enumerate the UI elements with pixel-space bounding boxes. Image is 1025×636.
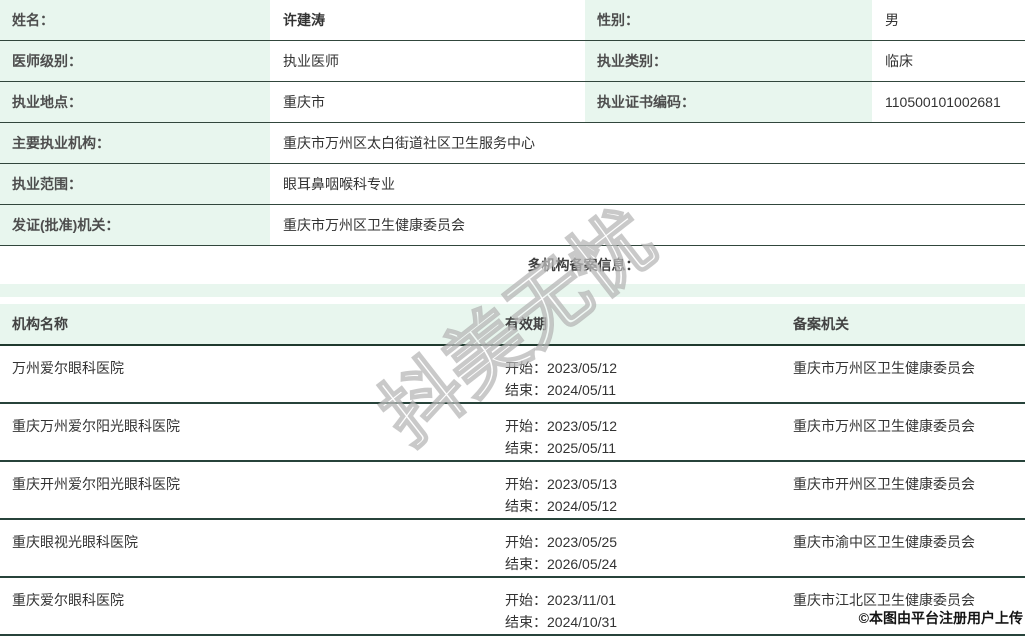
validity-end: 结束：2026/05/24 [505,556,618,572]
doctor-level-value: 执业医师 [270,41,585,81]
practice-scope-value: 眼耳鼻咽喉科专业 [270,164,1025,204]
gender-value: 男 [872,0,1025,40]
org-name: 重庆眼视光眼科医院 [12,534,138,550]
header-validity: 有效期 [505,316,547,332]
validity-dates: 开始：2023/05/12 结束：2024/05/11 [505,357,793,402]
org-name: 万州爱尔眼科医院 [12,360,124,376]
doctor-level-label: 医师级别： [0,41,270,81]
filing-authority: 重庆市万州区卫生健康委员会 [793,418,975,434]
table-row: 重庆开州爱尔阳光眼科医院 开始：2023/05/13 结束：2024/05/12… [0,462,1025,520]
table-row: 万州爱尔眼科医院 开始：2023/05/12 结束：2024/05/11 重庆市… [0,346,1025,404]
validity-start: 开始：2023/05/13 [505,476,618,492]
info-row-name-gender: 姓名： 许建涛 性别： 男 [0,0,1025,41]
practice-location-label: 执业地点： [0,82,270,122]
validity-start: 开始：2023/05/12 [505,360,618,376]
info-row-level-category: 医师级别： 执业医师 执业类别： 临床 [0,41,1025,82]
practice-location-value: 重庆市 [270,82,585,122]
header-org-name: 机构名称 [12,316,68,332]
table-row: 重庆万州爱尔阳光眼科医院 开始：2023/05/12 结束：2025/05/11… [0,404,1025,462]
validity-end: 结束：2024/05/11 [505,382,617,398]
validity-dates: 开始：2023/11/01 结束：2024/10/31 [505,589,793,634]
multi-institution-section-title: 多机构备案信息： [0,246,1025,284]
validity-start: 开始：2023/11/01 [505,592,617,608]
filing-authority: 重庆市开州区卫生健康委员会 [793,476,975,492]
validity-dates: 开始：2023/05/12 结束：2025/05/11 [505,415,793,460]
validity-start: 开始：2023/05/12 [505,418,618,434]
practice-category-value: 临床 [872,41,1025,81]
issuing-authority-value: 重庆市万州区卫生健康委员会 [270,205,1025,245]
issuing-authority-label: 发证(批准)机关： [0,205,270,245]
name-value: 许建涛 [270,0,585,40]
table-row: 重庆眼视光眼科医院 开始：2023/05/25 结束：2026/05/24 重庆… [0,520,1025,578]
info-row-issuing-authority: 发证(批准)机关： 重庆市万州区卫生健康委员会 [0,205,1025,246]
section-white-strip [0,297,1025,304]
practice-category-label: 执业类别： [585,41,872,81]
name-label: 姓名： [0,0,270,40]
org-name: 重庆万州爱尔阳光眼科医院 [12,418,180,434]
section-title-text: 多机构备案信息： [527,257,640,273]
filing-authority: 重庆市渝中区卫生健康委员会 [793,534,975,550]
main-institution-value: 重庆市万州区太白街道社区卫生服务中心 [270,123,1025,163]
main-institution-label: 主要执业机构： [0,123,270,163]
info-row-main-institution: 主要执业机构： 重庆市万州区太白街道社区卫生服务中心 [0,123,1025,164]
license-number-label: 执业证书编码： [585,82,872,122]
validity-dates: 开始：2023/05/25 结束：2026/05/24 [505,531,793,576]
validity-end: 结束：2024/05/12 [505,498,618,514]
org-name: 重庆开州爱尔阳光眼科医院 [12,476,180,492]
info-row-location-license: 执业地点： 重庆市 执业证书编码： 110500101002681 [0,82,1025,123]
filing-authority: 重庆市万州区卫生健康委员会 [793,360,975,376]
validity-end: 结束：2025/05/11 [505,440,617,456]
section-green-strip [0,284,1025,297]
filing-table-header: 机构名称 有效期 备案机关 [0,304,1025,346]
gender-label: 性别： [585,0,872,40]
filing-authority: 重庆市江北区卫生健康委员会 [793,592,975,608]
practice-scope-label: 执业范围： [0,164,270,204]
header-filing-authority: 备案机关 [793,316,849,332]
validity-dates: 开始：2023/05/13 结束：2024/05/12 [505,473,793,518]
validity-start: 开始：2023/05/25 [505,534,618,550]
org-name: 重庆爱尔眼科医院 [12,592,124,608]
validity-end: 结束：2024/10/31 [505,614,618,630]
info-row-practice-scope: 执业范围： 眼耳鼻咽喉科专业 [0,164,1025,205]
upload-credit-watermark: ©本图由平台注册用户上传 [858,610,1023,626]
license-number-value: 110500101002681 [872,82,1025,122]
